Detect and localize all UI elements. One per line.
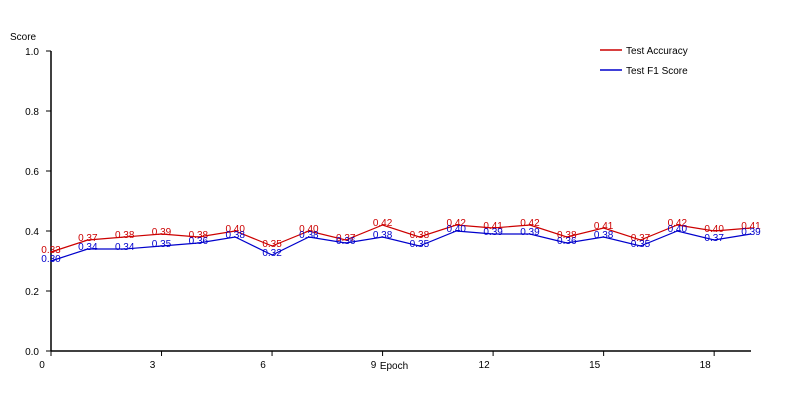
- data-label-s2-12: 0.39: [483, 227, 503, 238]
- y-axis-title: Score: [10, 32, 37, 43]
- x-tick-label: 3: [150, 360, 156, 371]
- data-label-s2-10: 0.35: [410, 239, 430, 250]
- data-label-s2-4: 0.36: [189, 236, 209, 247]
- data-label-s2-19: 0.39: [741, 227, 761, 238]
- data-label-s2-7: 0.38: [299, 230, 319, 241]
- data-label-s2-13: 0.39: [520, 227, 540, 238]
- data-label-s1-6: 0.35: [262, 239, 282, 250]
- data-label-s1-1: 0.37: [78, 233, 98, 244]
- x-axis-title: Epoch: [380, 361, 408, 372]
- data-label-s1-18: 0.40: [704, 224, 724, 235]
- data-label-s1-13: 0.42: [520, 218, 540, 229]
- x-tick-label: 9: [371, 360, 377, 371]
- data-label-s2-15: 0.38: [594, 230, 614, 241]
- series-line-2: [50, 230, 752, 262]
- data-label-s2-0: 0.30: [41, 254, 61, 265]
- data-label-s2-16: 0.35: [631, 239, 651, 250]
- legend: Test Accuracy Test F1 Score: [600, 46, 688, 77]
- x-tick-label: 15: [589, 360, 601, 371]
- x-tick-label: 6: [260, 360, 266, 371]
- data-label-s1-9: 0.42: [373, 218, 393, 229]
- data-label-s2-9: 0.38: [373, 230, 393, 241]
- data-label-s2-5: 0.38: [225, 230, 245, 241]
- data-label-s1-14: 0.38: [557, 230, 577, 241]
- data-label-s2-14: 0.36: [557, 236, 577, 247]
- data-label-s1-12: 0.41: [483, 221, 503, 232]
- data-label-s2-3: 0.35: [152, 239, 172, 250]
- data-label-s1-15: 0.41: [594, 221, 614, 232]
- data-label-s1-19: 0.41: [741, 221, 761, 232]
- y-tick-label: 0.2: [25, 287, 39, 298]
- data-label-s1-11: 0.42: [447, 218, 467, 229]
- y-tick-label: 0.6: [25, 167, 39, 178]
- plot-area: 0.0 0.2 0.4 0.6 0.8 1.0 0 3 6 9 12 15 18 0.33 0.37 0.38…: [25, 47, 761, 371]
- legend-label-1: Test Accuracy: [626, 46, 688, 57]
- data-label-s1-16: 0.37: [631, 233, 651, 244]
- data-label-s2-2: 0.34: [115, 242, 135, 253]
- data-label-s1-2: 0.38: [115, 230, 135, 241]
- x-tick-label: 12: [479, 360, 491, 371]
- data-label-s1-5: 0.40: [225, 224, 245, 235]
- x-tick-label: 18: [700, 360, 712, 371]
- y-tick-label: 0.4: [25, 227, 39, 238]
- x-tick-label: 0: [39, 360, 45, 371]
- series-line-1: [50, 224, 752, 253]
- data-label-s1-17: 0.42: [668, 218, 688, 229]
- data-label-s2-11: 0.40: [447, 224, 467, 235]
- data-label-s1-4: 0.38: [189, 230, 209, 241]
- data-label-s1-0: 0.33: [41, 245, 61, 256]
- data-label-s2-1: 0.34: [78, 242, 98, 253]
- data-label-s1-8: 0.37: [336, 233, 356, 244]
- legend-label-2: Test F1 Score: [626, 66, 688, 77]
- y-tick-label: 1.0: [25, 47, 39, 58]
- data-label-s2-8: 0.36: [336, 236, 356, 247]
- data-label-s2-17: 0.40: [668, 224, 688, 235]
- y-tick-label: 0.8: [25, 107, 39, 118]
- data-label-s1-10: 0.38: [410, 230, 430, 241]
- data-label-s2-18: 0.37: [704, 233, 724, 244]
- y-tick-label: 0.0: [25, 347, 39, 358]
- data-label-s2-6: 0.32: [262, 248, 282, 259]
- data-label-s1-7: 0.40: [299, 224, 319, 235]
- data-label-s1-3: 0.39: [152, 227, 172, 238]
